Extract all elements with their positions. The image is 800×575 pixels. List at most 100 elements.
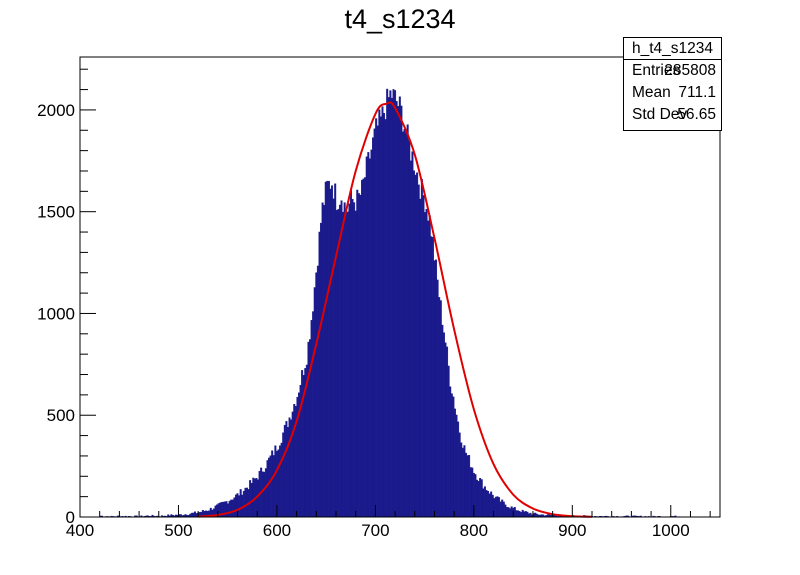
x-axis: 400 500 600 700 800 900 1000 [66, 505, 711, 540]
histogram-bar [397, 106, 400, 518]
histogram-bar [469, 467, 472, 518]
histogram-bar [239, 489, 242, 518]
histogram-bar [460, 442, 463, 518]
histogram-bar [389, 90, 392, 518]
histogram-bar [431, 237, 434, 518]
histogram-bar [245, 487, 248, 518]
histogram-bar [438, 297, 441, 518]
histogram-bar [252, 477, 255, 518]
stats-box: h_t4_s1234 Entries 285808 Mean 711.1 Std… [623, 37, 722, 131]
histogram-bar [496, 496, 499, 518]
histogram-bar [362, 178, 365, 518]
histogram-bar [509, 508, 512, 518]
histogram-bar [268, 457, 271, 518]
histogram-bar [195, 513, 198, 518]
histogram-bar [356, 189, 359, 518]
histogram-bar [338, 204, 341, 518]
stats-label: Mean [632, 84, 671, 101]
histogram-bar [326, 180, 329, 518]
stats-row-entries: Entries 285808 [624, 60, 721, 82]
histogram-bar [345, 211, 348, 518]
histogram-bar [354, 210, 357, 518]
histogram-bar [526, 511, 529, 518]
histogram-bar [327, 180, 330, 518]
histogram-bar [316, 265, 319, 518]
histogram-bar [477, 481, 480, 518]
histogram-bar [263, 471, 266, 518]
histogram-bar [499, 501, 502, 518]
histogram-bar [272, 455, 275, 518]
histogram-bar [487, 491, 490, 518]
histogram-bar [405, 132, 408, 518]
stats-row-std-dev: Std Dev 56.65 [624, 104, 721, 126]
histogram-bar [518, 511, 521, 518]
histogram-bar [476, 479, 478, 518]
histogram-bar [349, 190, 352, 518]
histogram-bar [464, 452, 467, 518]
histogram-bar [244, 487, 247, 518]
histogram-bar [433, 260, 436, 518]
histogram-bar [249, 480, 252, 518]
histogram-bar [373, 128, 376, 518]
histogram-bar [444, 342, 447, 518]
histogram-bar [408, 140, 411, 518]
histogram-bar [280, 442, 283, 518]
stats-label: Entries [632, 62, 681, 79]
histogram-bar [447, 365, 450, 518]
histogram-bar [521, 509, 524, 518]
histogram-bar [394, 90, 397, 518]
histogram-bar [510, 506, 513, 518]
histogram-bar [427, 220, 430, 518]
histogram-bar [386, 88, 389, 518]
histogram-bar [357, 193, 360, 518]
histogram-bar [318, 231, 321, 518]
y-axis: 0 500 1000 1500 2000 [37, 68, 96, 527]
histogram-bar [502, 501, 505, 518]
histogram-bar [395, 101, 398, 518]
histogram-bar [400, 105, 403, 518]
histogram-bar [412, 170, 415, 518]
histogram-bar [340, 200, 343, 518]
histogram-bar [334, 183, 337, 518]
histogram-bar [450, 393, 453, 518]
histogram-bar [523, 511, 526, 518]
histogram-bar [288, 417, 291, 518]
histogram-bar [483, 486, 486, 518]
gaussian-fit-line [198, 101, 593, 518]
histogram-bar [435, 259, 438, 518]
histogram-bar [348, 203, 351, 518]
histogram-bar [279, 445, 282, 518]
histogram-bar [324, 181, 327, 518]
histogram-bar [494, 496, 497, 518]
histogram-bar [504, 504, 507, 518]
histogram-bar [428, 215, 431, 518]
histogram-bar [452, 396, 455, 518]
histogram-bar [490, 491, 493, 518]
histogram-bar [378, 109, 381, 518]
histogram-bar [479, 477, 482, 518]
histogram-bar [419, 198, 422, 518]
histogram-bar [528, 513, 530, 518]
histogram-bar [442, 332, 445, 518]
stats-row-mean: Mean 711.1 [624, 82, 721, 104]
histogram-bar [446, 346, 449, 518]
histogram-bar [230, 499, 233, 518]
histogram-bar [384, 119, 387, 518]
histogram-bar [331, 185, 334, 518]
histogram-bar [387, 97, 390, 518]
histogram-bar [425, 209, 428, 518]
histogram-bar [439, 300, 442, 518]
histogram-bar [351, 198, 354, 518]
histogram-bar [498, 497, 501, 518]
histogram-bar [471, 467, 474, 518]
histogram-bar [401, 131, 404, 518]
histogram-bar [420, 179, 423, 518]
histogram-bar [414, 174, 417, 518]
histogram-bar [342, 211, 345, 518]
histogram-bar [524, 511, 527, 518]
histogram-bar [293, 403, 296, 518]
stats-value: 56.65 [677, 106, 716, 123]
histogram-bar [269, 455, 272, 518]
histogram-bar [403, 128, 406, 518]
